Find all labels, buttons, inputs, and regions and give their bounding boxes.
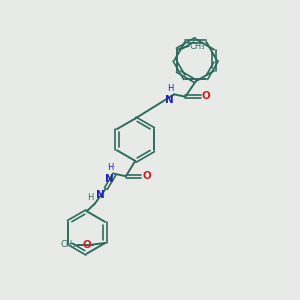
Text: CH₃: CH₃ [61,240,76,249]
Text: N: N [164,94,173,105]
Text: H: H [167,84,173,93]
Text: H: H [87,193,94,202]
Text: O: O [83,239,92,250]
Text: CH₃: CH₃ [190,42,205,51]
Text: N: N [96,190,105,200]
Text: H: H [107,163,114,172]
Text: N: N [105,174,114,184]
Text: O: O [202,92,211,101]
Text: O: O [142,171,151,181]
